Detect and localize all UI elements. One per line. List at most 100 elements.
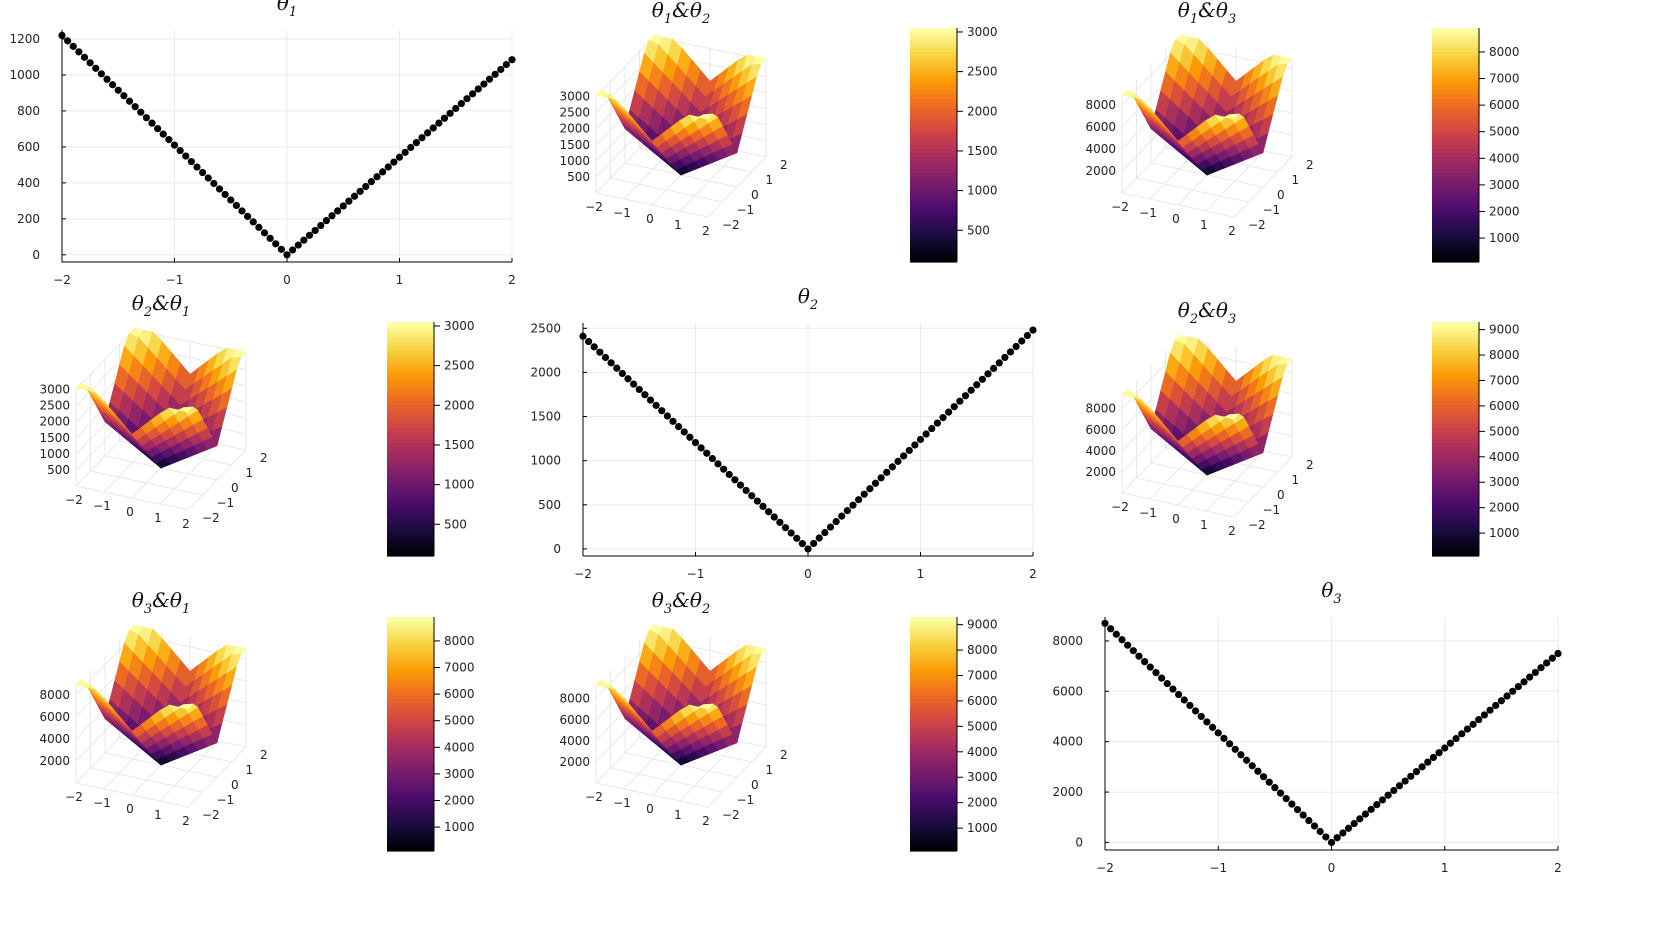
z-tick-label: 2000 [39,415,70,429]
x-tick-label: −1 [1209,861,1227,875]
colorbar-band [910,172,957,177]
colorbar-band [1432,141,1479,146]
colorbar-band [1432,439,1479,444]
data-point [1548,654,1556,662]
chart-title: θ3&θ1 [132,588,190,617]
data-point [1435,749,1443,757]
colorbar-band [387,761,434,766]
data-point [176,146,184,155]
box-edge [1233,156,1293,218]
colorbar-band [910,133,957,138]
colorbar-tick-label: 1000 [1489,526,1520,540]
colorbar-band [910,59,957,64]
colorbar-tick-label: 6000 [444,687,475,701]
colorbar-band [387,481,434,487]
colorbar-tick-label: 5000 [967,719,998,733]
colorbar-band [1432,70,1479,76]
colorbar-band [1432,400,1479,405]
x-tick-label: 0 [126,505,134,519]
colorbar-band [910,160,957,166]
data-point [210,179,218,188]
colorbar-band [910,55,957,60]
data-point [1163,679,1171,688]
data-point [1412,767,1421,776]
box-edge [75,329,135,390]
colorbar-band [387,435,434,440]
y-tick-label: 400 [17,176,40,190]
surface-facet [177,406,194,413]
chart-title: θ1 [277,0,297,20]
colorbar-band [910,109,957,115]
y-tick-label: −1 [217,496,235,510]
chart-title: θ1&θ2 [652,0,710,27]
data-point [877,474,885,482]
data-point [232,201,240,210]
colorbar-band [387,620,434,626]
colorbar-band [910,831,957,836]
colorbar-band [387,835,434,840]
colorbar-band [1432,98,1479,103]
colorbar-band [1432,47,1479,52]
colorbar-band [387,361,434,366]
colorbar-band [387,536,434,541]
data-point [725,470,733,479]
data-point [624,375,632,383]
data-point [838,512,846,520]
data-point [1344,824,1353,832]
z-tick-label: 2000 [1085,164,1116,178]
colorbar-band [387,478,434,483]
z-tick-label: 4000 [39,732,70,746]
x-tick-label: −2 [574,567,592,581]
data-point [322,217,330,225]
y-tick-label: 0 [751,188,759,202]
data-point [686,433,694,441]
colorbar-band [387,489,434,495]
colorbar-band [910,710,957,716]
data-point [973,381,981,389]
colorbar-tick-label: 6000 [967,694,998,708]
colorbar-band [910,800,957,805]
colorbar-band [1432,337,1479,343]
x-tick-label: 0 [646,212,654,226]
y-tick-label: −2 [1248,518,1266,532]
data-point [165,136,173,144]
colorbar-band [387,808,434,813]
colorbar-band [387,804,434,809]
data-point [1407,772,1415,780]
colorbar-band [387,644,434,649]
data-point [680,428,688,436]
data-point [607,359,615,367]
colorbar-band [387,372,434,378]
data-point [618,369,626,378]
data-point [1186,701,1194,710]
data-point [1486,706,1494,714]
data-point [1526,673,1534,681]
colorbar-tick-label: 3000 [1489,178,1520,192]
x-tick-label: 2 [702,224,710,238]
data-point [1006,348,1015,356]
colorbar-band [1432,129,1479,134]
colorbar-band [387,497,434,502]
colorbar-band [1432,242,1479,247]
colorbar-band [387,671,434,677]
colorbar-band [1432,536,1479,541]
colorbar-band [387,501,434,506]
chart-title: θ3&θ2 [652,588,710,617]
colorbar-band [1432,450,1479,456]
colorbar-band [1432,207,1479,212]
data-point [137,108,145,116]
data-point [641,391,649,399]
colorbar-band [910,226,957,232]
colorbar-tick-label: 4000 [967,745,998,759]
colorbar-band [1432,446,1479,452]
colorbar-band [387,407,434,413]
colorbar-band [387,663,434,669]
data-point [697,444,705,452]
data-point [446,109,454,117]
data-point [334,207,342,215]
data-point [855,496,863,504]
colorbar-band [910,788,957,794]
y-tick-label: 2500 [530,321,561,335]
colorbar-band [910,757,957,762]
colorbar-band [387,815,434,821]
